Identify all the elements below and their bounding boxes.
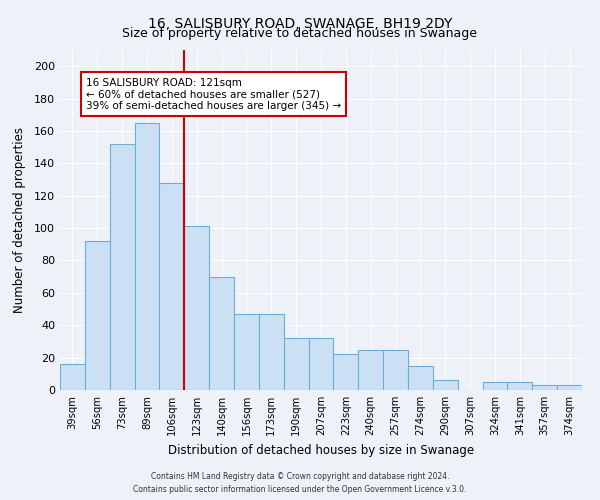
Bar xyxy=(134,123,160,390)
Text: 16 SALISBURY ROAD: 121sqm
← 60% of detached houses are smaller (527)
39% of semi: 16 SALISBURY ROAD: 121sqm ← 60% of detac… xyxy=(86,78,341,110)
Bar xyxy=(209,276,234,390)
Bar xyxy=(259,314,284,390)
Bar xyxy=(383,350,408,390)
Bar xyxy=(408,366,433,390)
Bar xyxy=(234,314,259,390)
X-axis label: Distribution of detached houses by size in Swanage: Distribution of detached houses by size … xyxy=(168,444,474,456)
Bar xyxy=(433,380,458,390)
Bar xyxy=(358,350,383,390)
Text: 16, SALISBURY ROAD, SWANAGE, BH19 2DY: 16, SALISBURY ROAD, SWANAGE, BH19 2DY xyxy=(148,18,452,32)
Bar xyxy=(508,382,532,390)
Bar xyxy=(308,338,334,390)
Bar xyxy=(85,241,110,390)
Text: Contains HM Land Registry data © Crown copyright and database right 2024.
Contai: Contains HM Land Registry data © Crown c… xyxy=(133,472,467,494)
Text: Size of property relative to detached houses in Swanage: Size of property relative to detached ho… xyxy=(122,28,478,40)
Bar xyxy=(284,338,308,390)
Bar xyxy=(532,385,557,390)
Bar xyxy=(110,144,134,390)
Bar xyxy=(184,226,209,390)
Bar xyxy=(557,385,582,390)
Y-axis label: Number of detached properties: Number of detached properties xyxy=(13,127,26,313)
Bar xyxy=(60,364,85,390)
Bar xyxy=(160,183,184,390)
Bar xyxy=(334,354,358,390)
Bar xyxy=(482,382,508,390)
